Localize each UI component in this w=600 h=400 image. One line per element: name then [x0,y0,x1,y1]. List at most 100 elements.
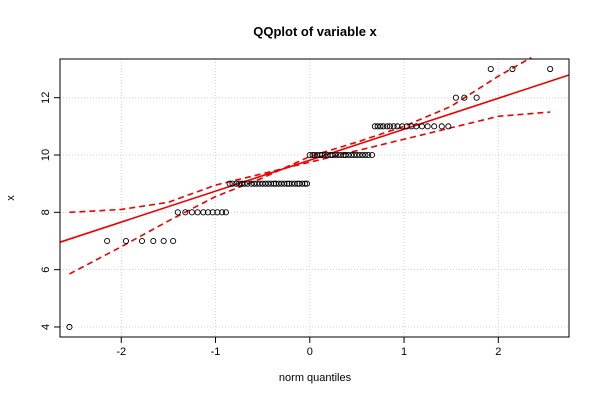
x-tick-label-0: -2 [116,346,126,358]
data-point [318,151,326,159]
data-point [236,180,243,187]
x-axis: -2 -1 0 1 2 [116,337,501,358]
data-point [386,123,393,130]
data-point [348,151,355,159]
data-point [275,180,282,187]
x-tick-label-3: 1 [401,346,407,358]
data-point [285,180,293,187]
fit-line [59,74,570,243]
data-point [194,209,201,216]
y-tick-label-1: 6 [40,267,52,273]
data-point [314,151,321,159]
data-point [265,180,272,187]
data-point [244,180,251,187]
data-point [204,209,212,216]
data-point [345,151,352,159]
data-point [270,180,278,187]
data-point [302,180,309,187]
data-point [324,151,331,159]
data-point [329,151,336,159]
data-point [547,65,554,73]
data-point [365,151,372,159]
data-point [188,209,196,216]
y-tick-label-4: 12 [40,92,52,104]
data-point [461,94,468,101]
x-tick-label-2: 0 [307,346,313,358]
data-point [219,209,226,216]
grid-lines [60,59,569,337]
band-lower-line [69,111,551,214]
data-point [424,123,431,130]
data-point [368,151,376,159]
data-point [209,209,216,216]
confidence-band [69,56,551,275]
data-point [251,180,258,187]
data-point [296,180,303,187]
data-point [288,180,295,187]
data-point [408,123,415,130]
data-point [413,123,420,130]
data-points [66,65,554,331]
data-point [306,151,313,159]
data-point [150,237,157,245]
x-tick-label-4: 2 [495,346,501,358]
data-point [418,123,426,130]
band-upper-line [69,56,532,275]
data-point [253,180,261,187]
data-point [309,151,316,159]
data-point [299,180,306,187]
data-point [222,209,229,216]
data-point [66,323,73,331]
data-point [284,180,291,187]
data-point [303,180,311,187]
data-point [384,123,391,130]
data-point [259,180,266,187]
data-point [473,94,480,101]
chart-title: QQplot of variable x [253,24,377,39]
data-point [452,94,459,101]
y-tick-label-3: 10 [40,149,52,161]
plot-frame [59,58,570,338]
x-axis-label: norm quantiles [279,372,352,384]
data-point [327,151,334,159]
fit-line-group [59,74,570,243]
data-point [438,123,445,130]
data-point [160,237,167,245]
data-point [182,209,189,216]
data-point [174,209,181,216]
data-point [509,65,516,73]
data-point [200,209,207,216]
y-axis: 4 6 8 10 12 [40,92,60,330]
data-point [170,237,177,245]
data-point [362,151,369,159]
data-point [335,151,342,159]
data-point [431,123,438,130]
data-point [268,180,275,187]
data-point [291,180,298,187]
data-point [241,180,248,187]
data-point [311,151,318,159]
data-point [256,180,263,187]
data-point [317,151,324,159]
data-point [380,123,387,130]
data-point [229,180,236,187]
data-point [226,180,233,187]
data-point [390,123,397,130]
data-point [262,180,269,187]
data-point [321,151,328,159]
data-point [238,180,245,187]
data-point [214,209,221,216]
data-point [356,151,363,159]
data-point [374,123,381,130]
y-tick-label-2: 8 [40,209,52,215]
data-point [248,180,255,187]
data-point [487,65,494,73]
data-point [371,123,378,130]
data-point [332,151,339,159]
data-point [394,123,401,130]
data-point [278,180,285,187]
y-tick-label-0: 4 [40,324,52,330]
data-point [399,123,406,130]
data-point [342,151,349,159]
